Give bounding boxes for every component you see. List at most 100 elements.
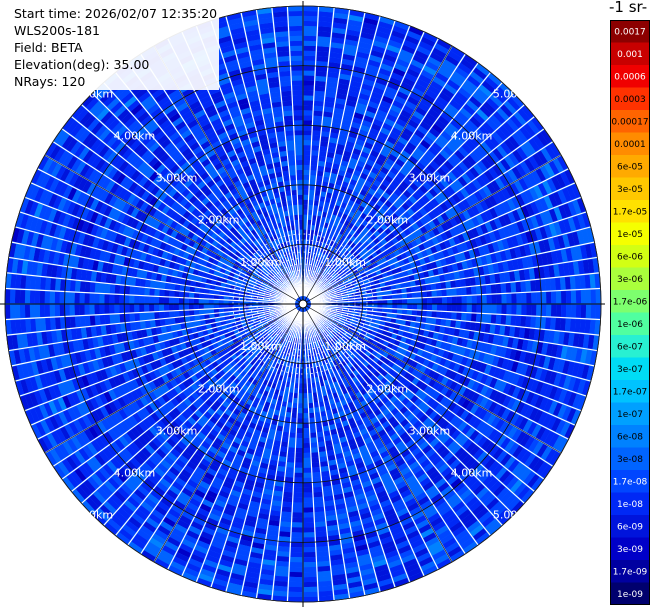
ray-bin <box>183 465 195 475</box>
ray-bin <box>25 409 35 425</box>
ray-bin <box>379 404 388 413</box>
ray-bin <box>380 450 390 459</box>
ray-bin <box>86 442 98 456</box>
ray-bin <box>461 454 473 465</box>
ray-bin <box>275 328 280 334</box>
ray-bin <box>460 410 470 421</box>
ray-bin <box>16 229 25 244</box>
ray-bin <box>155 434 166 444</box>
ray-bin <box>453 481 466 493</box>
ray-bin <box>141 501 154 513</box>
ray-bin <box>36 360 44 374</box>
ray-bin <box>139 295 145 304</box>
ray-bin <box>511 361 519 373</box>
ray-bin <box>303 487 313 493</box>
ray-bin <box>584 319 591 334</box>
ray-bin <box>145 320 151 329</box>
ray-bin <box>270 424 277 431</box>
ray-bin <box>335 503 346 510</box>
ray-bin <box>314 511 325 518</box>
ray-bin <box>132 412 142 424</box>
ray-bin <box>344 556 357 564</box>
ray-bin <box>243 307 249 310</box>
ray-bin <box>207 387 215 395</box>
ray-bin <box>287 447 295 453</box>
ray-bin <box>479 323 486 333</box>
ray-bin <box>400 489 412 499</box>
ray-bin <box>245 331 252 337</box>
ray-bin <box>217 564 232 573</box>
ray-bin <box>466 304 472 313</box>
ray-bin <box>111 264 119 274</box>
ray-bin <box>11 335 19 349</box>
ray-bin <box>405 400 414 409</box>
ray-bin <box>323 342 328 349</box>
ray-bin <box>77 417 88 430</box>
ray-bin <box>228 296 234 301</box>
ray-bin <box>321 326 327 331</box>
ray-bin <box>55 317 61 330</box>
ray-separator <box>181 311 301 577</box>
ray-bin <box>181 329 188 336</box>
ray-bin <box>524 405 535 419</box>
ray-bin <box>182 380 191 389</box>
ray-bin <box>272 595 287 602</box>
ray-bin <box>347 464 357 472</box>
ray-bin <box>166 347 173 356</box>
ray-bin <box>274 480 284 487</box>
ray-bin <box>57 253 65 266</box>
ray-bin <box>188 298 194 304</box>
ray-bin <box>423 565 438 576</box>
ray-bin <box>155 273 162 281</box>
ray-bin <box>153 230 162 239</box>
ray-bin <box>372 356 380 364</box>
ray-bin <box>144 312 150 321</box>
ray-bin <box>236 548 250 557</box>
ray-bin <box>288 586 303 593</box>
ray-bin <box>174 290 180 298</box>
ray-bin <box>322 318 328 323</box>
ray-bin <box>289 581 303 588</box>
ray-bin <box>451 353 459 363</box>
ray-bin <box>257 370 264 377</box>
ray-bin <box>185 245 193 254</box>
ray-bin <box>475 467 487 479</box>
ray-bin <box>297 408 303 414</box>
ray-bin <box>329 398 335 405</box>
ray-bin <box>446 455 457 466</box>
ray-bin <box>455 505 468 517</box>
ray-bin <box>399 377 408 385</box>
ray-bin <box>336 426 344 434</box>
ray-bin <box>377 429 387 438</box>
ray-bin <box>188 304 194 310</box>
ray-bin <box>63 367 72 380</box>
ray-bin <box>323 317 328 322</box>
ray-bin <box>366 370 373 378</box>
ray-bin <box>482 333 490 343</box>
ray-bin <box>336 508 347 515</box>
ray-bin <box>384 321 391 327</box>
ray-bin <box>332 412 340 419</box>
ray-bin <box>266 316 272 320</box>
ray-bin <box>261 328 267 334</box>
ray-bin <box>279 319 285 324</box>
ray-bin <box>203 346 210 354</box>
ray-bin <box>227 499 238 507</box>
ray-bin <box>266 318 272 322</box>
ray-bin <box>242 488 253 496</box>
ray-bin <box>378 578 393 587</box>
ray-bin <box>453 328 460 337</box>
ray-bin <box>149 401 158 412</box>
ray-bin <box>321 343 326 350</box>
ray-bin <box>243 366 250 374</box>
ray-bin <box>238 428 246 436</box>
ray-bin <box>322 332 327 338</box>
ray-bin <box>144 444 155 455</box>
ray-bin <box>332 438 340 445</box>
ray-bin <box>342 404 350 411</box>
ray-bin <box>135 278 141 287</box>
ray-bin <box>109 231 118 242</box>
ray-bin <box>230 400 238 408</box>
ray-bin <box>165 325 172 333</box>
